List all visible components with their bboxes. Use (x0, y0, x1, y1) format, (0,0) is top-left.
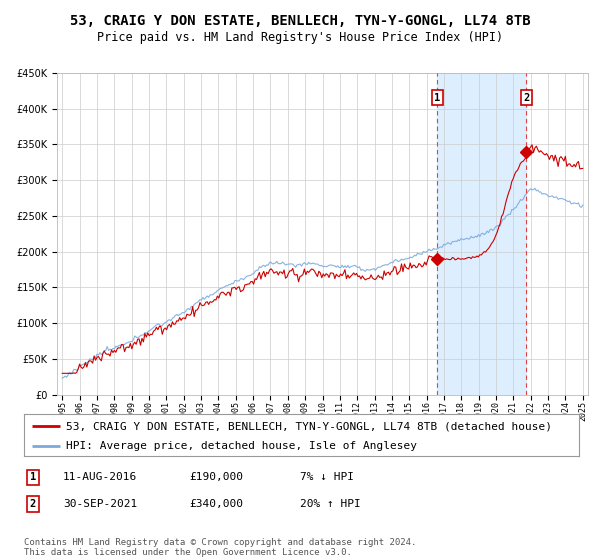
Text: 20% ↑ HPI: 20% ↑ HPI (300, 499, 361, 509)
Text: £190,000: £190,000 (189, 472, 243, 482)
Text: Price paid vs. HM Land Registry's House Price Index (HPI): Price paid vs. HM Land Registry's House … (97, 31, 503, 44)
Text: 53, CRAIG Y DON ESTATE, BENLLECH, TYN-Y-GONGL, LL74 8TB: 53, CRAIG Y DON ESTATE, BENLLECH, TYN-Y-… (70, 14, 530, 28)
Text: HPI: Average price, detached house, Isle of Anglesey: HPI: Average price, detached house, Isle… (65, 441, 416, 451)
Text: Contains HM Land Registry data © Crown copyright and database right 2024.
This d: Contains HM Land Registry data © Crown c… (24, 538, 416, 557)
Text: £340,000: £340,000 (189, 499, 243, 509)
Text: 11-AUG-2016: 11-AUG-2016 (63, 472, 137, 482)
Text: 53, CRAIG Y DON ESTATE, BENLLECH, TYN-Y-GONGL, LL74 8TB (detached house): 53, CRAIG Y DON ESTATE, BENLLECH, TYN-Y-… (65, 421, 551, 431)
Text: 30-SEP-2021: 30-SEP-2021 (63, 499, 137, 509)
Text: 2: 2 (523, 93, 530, 103)
Text: 7% ↓ HPI: 7% ↓ HPI (300, 472, 354, 482)
Text: 1: 1 (30, 472, 36, 482)
Text: 1: 1 (434, 93, 440, 103)
Text: 2: 2 (30, 499, 36, 509)
Bar (437, 73, 526, 395)
